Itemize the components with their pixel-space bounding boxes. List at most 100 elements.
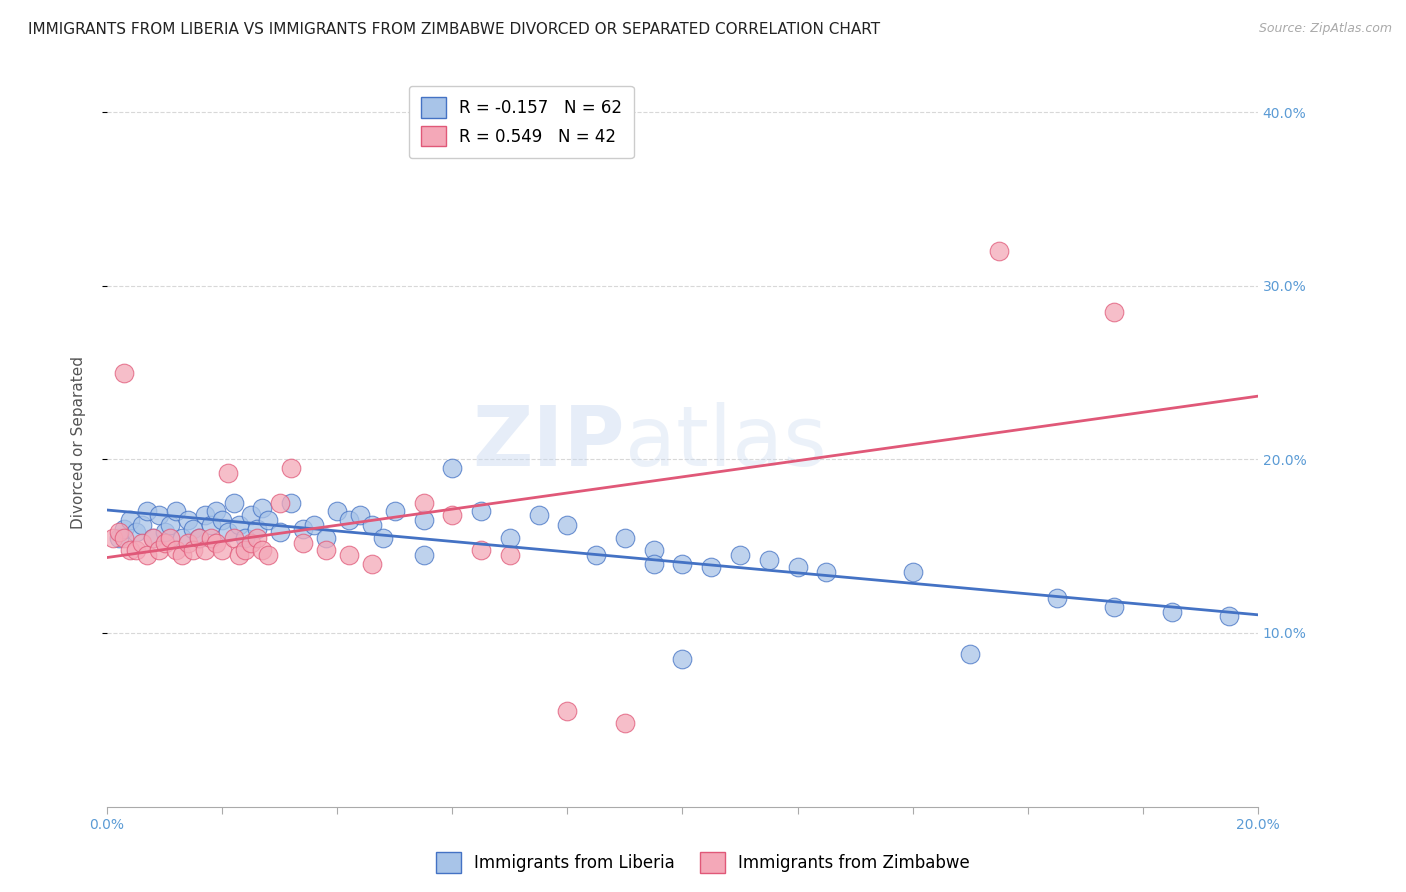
Point — [373, 531, 395, 545]
Point — [159, 531, 181, 545]
Point — [228, 548, 250, 562]
Point — [217, 467, 239, 481]
Text: IMMIGRANTS FROM LIBERIA VS IMMIGRANTS FROM ZIMBABWE DIVORCED OR SEPARATED CORREL: IMMIGRANTS FROM LIBERIA VS IMMIGRANTS FR… — [28, 22, 880, 37]
Point — [252, 542, 274, 557]
Point — [222, 531, 245, 545]
Point — [384, 504, 406, 518]
Point — [233, 542, 256, 557]
Point — [120, 513, 142, 527]
Point — [170, 531, 193, 545]
Point — [269, 496, 291, 510]
Point — [315, 531, 337, 545]
Point — [557, 704, 579, 718]
Point — [246, 531, 269, 545]
Point — [1218, 608, 1240, 623]
Point — [412, 513, 434, 527]
Point — [499, 531, 522, 545]
Point — [758, 553, 780, 567]
Point — [165, 504, 187, 518]
Point — [165, 542, 187, 557]
Point — [200, 531, 222, 545]
Point — [643, 557, 665, 571]
Point — [349, 508, 371, 522]
Point — [142, 531, 165, 545]
Point — [257, 548, 280, 562]
Point — [176, 513, 198, 527]
Point — [112, 531, 135, 545]
Point — [613, 531, 636, 545]
Point — [125, 525, 148, 540]
Point — [728, 548, 751, 562]
Point — [815, 566, 838, 580]
Point — [1045, 591, 1067, 606]
Point — [585, 548, 607, 562]
Point — [142, 531, 165, 545]
Point — [470, 542, 492, 557]
Point — [499, 548, 522, 562]
Point — [337, 548, 360, 562]
Point — [188, 531, 211, 545]
Point — [412, 548, 434, 562]
Text: Source: ZipAtlas.com: Source: ZipAtlas.com — [1258, 22, 1392, 36]
Point — [205, 535, 228, 549]
Point — [786, 560, 808, 574]
Point — [239, 508, 262, 522]
Point — [360, 557, 382, 571]
Point — [211, 542, 233, 557]
Point — [269, 525, 291, 540]
Point — [527, 508, 550, 522]
Text: ZIP: ZIP — [472, 401, 624, 483]
Point — [988, 244, 1011, 258]
Point — [125, 542, 148, 557]
Legend: Immigrants from Liberia, Immigrants from Zimbabwe: Immigrants from Liberia, Immigrants from… — [429, 846, 977, 880]
Point — [315, 542, 337, 557]
Point — [280, 496, 302, 510]
Point — [170, 548, 193, 562]
Point — [302, 518, 325, 533]
Y-axis label: Divorced or Separated: Divorced or Separated — [72, 356, 86, 529]
Point — [239, 535, 262, 549]
Legend: R = -0.157   N = 62, R = 0.549   N = 42: R = -0.157 N = 62, R = 0.549 N = 42 — [409, 86, 634, 158]
Point — [136, 504, 159, 518]
Point — [222, 496, 245, 510]
Point — [228, 518, 250, 533]
Point — [112, 366, 135, 380]
Point — [643, 542, 665, 557]
Point — [1102, 599, 1125, 614]
Point — [183, 542, 205, 557]
Point — [217, 525, 239, 540]
Point — [153, 535, 176, 549]
Point — [148, 542, 170, 557]
Point — [131, 518, 153, 533]
Point — [107, 531, 129, 545]
Point — [326, 504, 349, 518]
Point — [194, 542, 217, 557]
Point — [441, 461, 464, 475]
Point — [470, 504, 492, 518]
Point — [671, 652, 693, 666]
Point — [360, 518, 382, 533]
Point — [901, 566, 924, 580]
Point — [1160, 605, 1182, 619]
Point — [441, 508, 464, 522]
Text: atlas: atlas — [624, 401, 827, 483]
Point — [700, 560, 723, 574]
Point — [200, 518, 222, 533]
Point — [153, 525, 176, 540]
Point — [671, 557, 693, 571]
Point — [1102, 305, 1125, 319]
Point — [148, 508, 170, 522]
Point — [101, 531, 124, 545]
Point — [112, 522, 135, 536]
Point — [194, 508, 217, 522]
Point — [211, 513, 233, 527]
Point — [131, 535, 153, 549]
Point — [183, 522, 205, 536]
Point — [252, 500, 274, 515]
Point — [107, 525, 129, 540]
Point — [176, 535, 198, 549]
Point — [257, 513, 280, 527]
Point — [337, 513, 360, 527]
Point — [280, 461, 302, 475]
Point — [291, 522, 314, 536]
